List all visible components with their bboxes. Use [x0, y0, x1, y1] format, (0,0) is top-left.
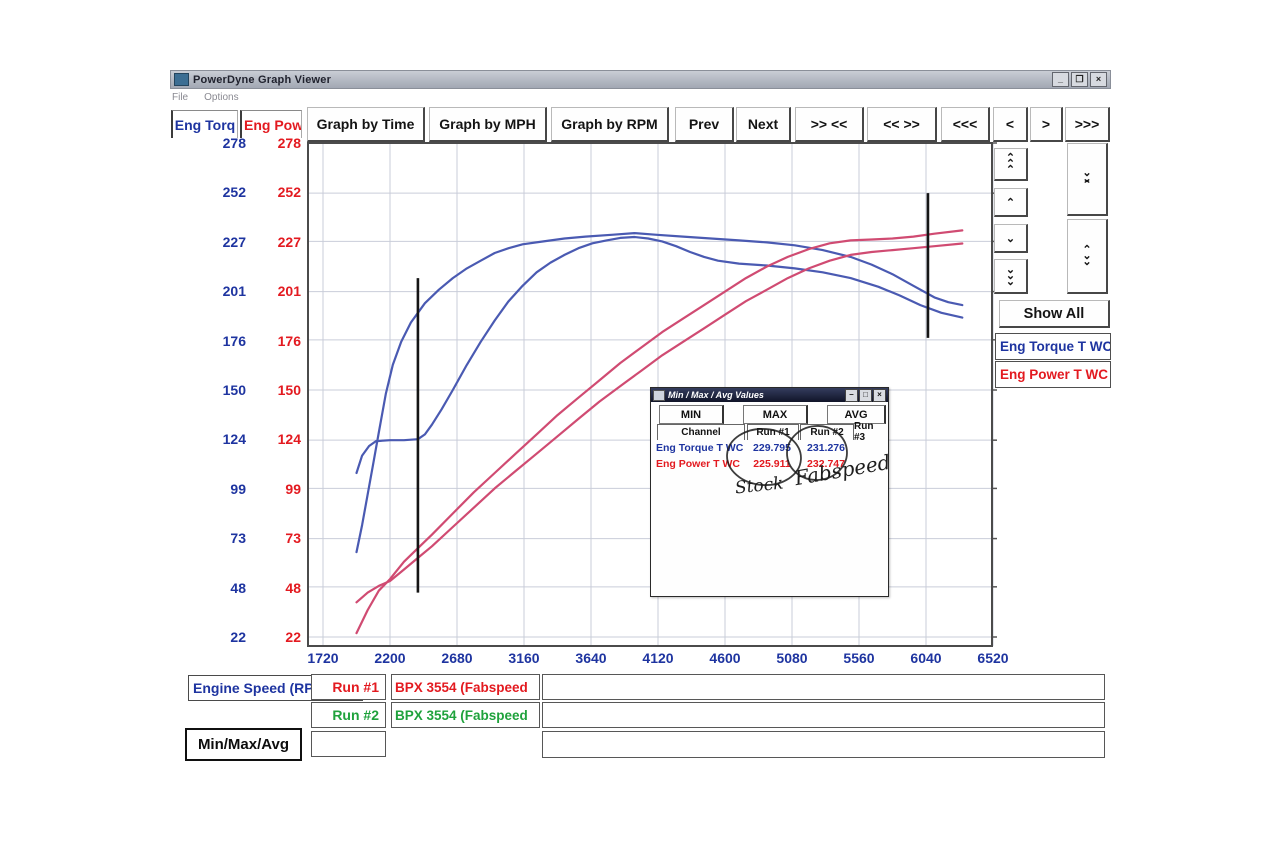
x-axis-label: 4600: [709, 650, 741, 666]
minmax-close-button[interactable]: ×: [873, 388, 886, 402]
minmax-minimize-button[interactable]: –: [845, 388, 858, 402]
y-axis-label-torque: 73: [230, 530, 246, 547]
y-axis-label-power: 73: [285, 530, 301, 547]
hand-drawn-circles: [726, 425, 848, 486]
y-axis-label-torque: 227: [222, 233, 246, 250]
zoom-out-x-button[interactable]: << >>: [867, 107, 937, 142]
row-power-channel: Eng Power T WC: [656, 458, 740, 470]
x-axis-label: 5080: [776, 650, 808, 666]
column-header-run3: Run #3: [854, 420, 874, 443]
close-button[interactable]: ×: [1090, 72, 1107, 87]
run1-label: Run #1: [311, 674, 386, 700]
y-axis-label-power: 201: [277, 283, 301, 300]
show-all-button[interactable]: Show All: [999, 300, 1110, 328]
y-axis-label-torque: 48: [230, 579, 246, 596]
x-axis-label: 6520: [977, 650, 1009, 666]
curve-series-1: [355, 235, 964, 475]
x-axis-label: 3640: [575, 650, 607, 666]
minmax-window-icon: [653, 389, 665, 401]
x-axis-label: 2680: [441, 650, 473, 666]
y-zoom-out-fast-button[interactable]: ⌄ ⌄ ⌄: [994, 259, 1028, 294]
minmax-maximize-button[interactable]: □: [859, 388, 872, 402]
next-button[interactable]: Next: [736, 107, 791, 142]
y-expand-button[interactable]: ⌃ ⌄ ⌄: [1067, 219, 1108, 294]
column-header-run2: Run #2: [800, 424, 854, 440]
y-axis-label-power: 252: [277, 184, 301, 201]
run2-label: Run #2: [311, 702, 386, 728]
main-window-titlebar[interactable]: PowerDyne Graph Viewer _ ❐ ×: [170, 70, 1111, 89]
y-axis-label-torque: 252: [222, 184, 246, 201]
window-title: PowerDyne Graph Viewer: [193, 73, 332, 86]
run2-description[interactable]: BPX 3554 (Fabspeed: [391, 702, 540, 728]
graph-by-mph-button[interactable]: Graph by MPH: [429, 107, 547, 142]
y-zoom-in-fast-button[interactable]: ⌃ ⌃ ⌃: [994, 148, 1028, 181]
x-axis-label: 4120: [642, 650, 674, 666]
legend-eng-power[interactable]: Eng Power T WC: [995, 361, 1111, 388]
tab-max[interactable]: MAX: [743, 405, 808, 424]
app-icon: [174, 73, 189, 86]
minmax-window-title: Min / Max / Avg Values: [668, 390, 764, 400]
y-axis-label-power: 99: [285, 480, 301, 497]
restore-button[interactable]: ❐: [1071, 72, 1088, 87]
y-axis-label-torque: 278: [222, 135, 246, 151]
y-axis-label-power: 22: [285, 629, 301, 645]
row-power-run1-value: 225.911: [753, 458, 791, 470]
y-axis-label-power: 48: [285, 579, 301, 596]
run1-description[interactable]: BPX 3554 (Fabspeed: [391, 674, 540, 700]
power-axis-header: Eng Powe: [240, 110, 302, 138]
y-axis-label-torque: 124: [222, 431, 246, 448]
legend-eng-torque[interactable]: Eng Torque T WC: [995, 333, 1111, 360]
menu-options[interactable]: Options: [204, 92, 239, 103]
y-axis-label-torque: 99: [230, 480, 246, 497]
run3-comment-field[interactable]: [542, 731, 1105, 758]
zoom-in-x-button[interactable]: >> <<: [795, 107, 864, 142]
y-axis-label-torque: 176: [222, 332, 246, 349]
torque-axis-header: Eng Torq: [171, 110, 238, 138]
prev-button[interactable]: Prev: [675, 107, 734, 142]
graph-by-time-button[interactable]: Graph by Time: [307, 107, 425, 142]
x-axis-label: 5560: [843, 650, 875, 666]
minmax-values-window[interactable]: Min / Max / Avg Values – □ × MIN MAX AVG…: [650, 387, 892, 597]
y-axis-label-power: 278: [277, 135, 301, 151]
y-axis-label-power: 124: [277, 431, 301, 448]
y-collapse-button[interactable]: ⌄ ⌄ ⌃: [1067, 143, 1108, 216]
scroll-left-button[interactable]: <: [993, 107, 1028, 142]
y-axis-label-power: 227: [277, 233, 301, 250]
tab-avg[interactable]: AVG: [827, 405, 886, 424]
curve-series-3: [355, 242, 964, 604]
scroll-right-button[interactable]: >: [1030, 107, 1063, 142]
x-axis-label: 3160: [508, 650, 540, 666]
curve-series-0: [355, 231, 964, 554]
row-power-run2-value: 232.747: [807, 458, 845, 470]
scroll-far-left-button[interactable]: <<<: [941, 107, 990, 142]
row-torque-run1-value: 229.795: [753, 442, 791, 454]
run2-comment-field[interactable]: [542, 702, 1105, 728]
x-axis-label: 1720: [307, 650, 339, 666]
y-axis-label-torque: 150: [222, 382, 246, 398]
run3-label-field[interactable]: [311, 731, 386, 757]
y-axis-label-torque: 201: [222, 283, 246, 300]
y-axis-label-torque: 22: [230, 629, 246, 645]
minimize-button[interactable]: _: [1052, 72, 1069, 87]
x-axis-label: 6040: [910, 650, 942, 666]
row-torque-run2-value: 231.276: [807, 442, 845, 454]
y-axis-label-power: 150: [277, 382, 301, 398]
x-axis-label: 2200: [374, 650, 406, 666]
menu-file[interactable]: File: [172, 92, 189, 103]
scroll-far-right-button[interactable]: >>>: [1065, 107, 1110, 142]
y-axis-label-power: 176: [277, 332, 301, 349]
minmax-window-titlebar[interactable]: Min / Max / Avg Values – □ ×: [651, 388, 888, 402]
y-scroll-up-button[interactable]: ⌃: [994, 188, 1028, 217]
row-torque-channel: Eng Torque T WC: [656, 442, 744, 454]
tab-min[interactable]: MIN: [659, 405, 724, 424]
y-scroll-down-button[interactable]: ⌄: [994, 224, 1028, 253]
menu-bar: File Options: [172, 90, 672, 105]
run1-comment-field[interactable]: [542, 674, 1105, 700]
curve-series-2: [355, 229, 964, 635]
plot-frame: [307, 142, 993, 647]
min-max-avg-button[interactable]: Min/Max/Avg: [185, 728, 302, 761]
graph-by-rpm-button[interactable]: Graph by RPM: [551, 107, 669, 142]
